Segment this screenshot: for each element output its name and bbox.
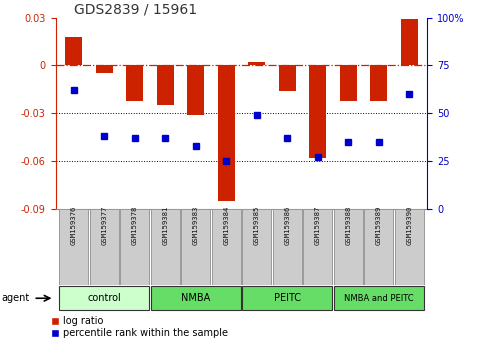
Text: GSM159390: GSM159390 — [406, 206, 412, 245]
Bar — [370, 65, 387, 101]
Text: GSM159384: GSM159384 — [223, 206, 229, 245]
Text: GSM159376: GSM159376 — [71, 206, 77, 245]
Text: GSM159386: GSM159386 — [284, 206, 290, 245]
Bar — [279, 65, 296, 91]
Text: GSM159388: GSM159388 — [345, 206, 351, 245]
Bar — [66, 37, 82, 65]
Bar — [96, 65, 113, 73]
Text: GSM159378: GSM159378 — [132, 206, 138, 245]
Bar — [395, 209, 424, 285]
Text: GDS2839 / 15961: GDS2839 / 15961 — [74, 2, 197, 17]
Bar — [151, 209, 180, 285]
Text: agent: agent — [1, 293, 29, 303]
Bar — [364, 209, 393, 285]
Bar — [303, 209, 332, 285]
Text: PEITC: PEITC — [274, 293, 301, 303]
Bar — [401, 19, 417, 65]
Bar — [334, 286, 424, 310]
Text: control: control — [87, 293, 121, 303]
Bar — [242, 286, 332, 310]
Bar — [334, 209, 363, 285]
Bar — [242, 209, 271, 285]
Bar — [151, 286, 241, 310]
Bar — [212, 209, 241, 285]
Bar — [59, 286, 149, 310]
Text: GSM159377: GSM159377 — [101, 206, 107, 245]
Bar — [90, 209, 119, 285]
Bar — [309, 65, 326, 158]
Legend: log ratio, percentile rank within the sample: log ratio, percentile rank within the sa… — [51, 316, 228, 338]
Bar — [157, 65, 174, 105]
Text: GSM159383: GSM159383 — [193, 206, 199, 245]
Text: GSM159381: GSM159381 — [162, 206, 168, 245]
Bar — [120, 209, 149, 285]
Bar — [181, 209, 211, 285]
Bar — [272, 209, 302, 285]
Bar — [340, 65, 356, 101]
Text: GSM159387: GSM159387 — [315, 206, 321, 245]
Bar — [59, 209, 88, 285]
Bar — [248, 62, 265, 65]
Bar — [127, 65, 143, 101]
Text: GSM159389: GSM159389 — [376, 206, 382, 245]
Text: NMBA: NMBA — [181, 293, 211, 303]
Text: GSM159385: GSM159385 — [254, 206, 260, 245]
Bar — [218, 65, 235, 201]
Bar — [187, 65, 204, 115]
Text: NMBA and PEITC: NMBA and PEITC — [344, 294, 413, 303]
